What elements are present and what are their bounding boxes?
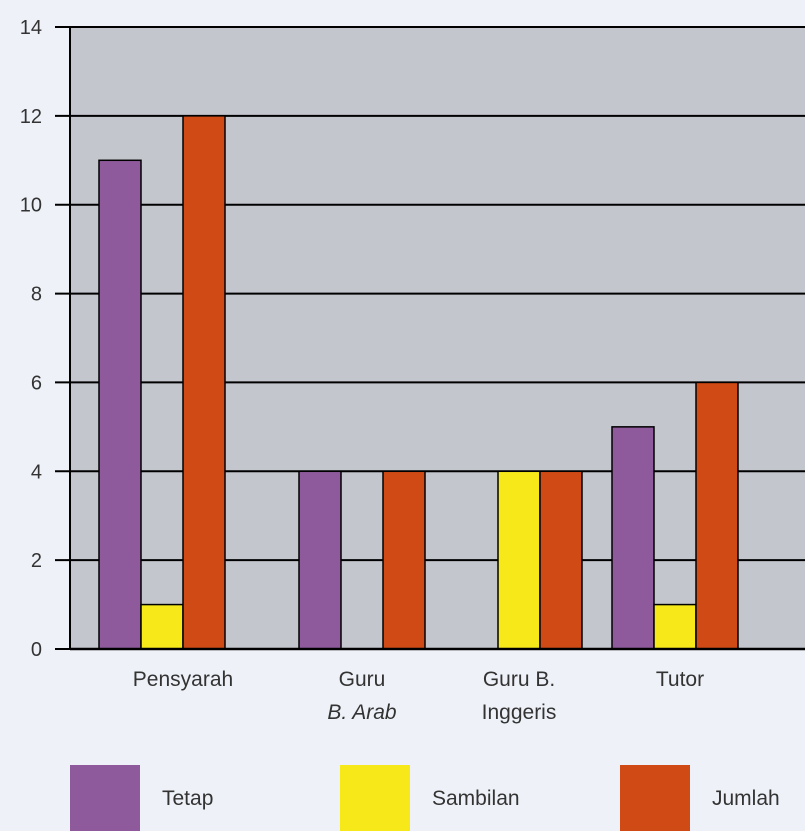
x-axis-labels: Pensyarah Guru B. Arab Guru B. Inggeris Tutor bbox=[133, 668, 704, 724]
legend-swatch-tetap bbox=[70, 765, 140, 831]
bar-sambilan-0 bbox=[140, 603, 184, 650]
legend: Tetap Sambilan Jumlah bbox=[70, 765, 780, 831]
gridlines bbox=[55, 26, 805, 650]
bars bbox=[98, 115, 739, 650]
legend-swatch-sambilan bbox=[340, 765, 410, 831]
y-tick-label: 12 bbox=[20, 106, 42, 128]
x-tick-label: Guru bbox=[339, 668, 386, 691]
bar-jumlah-3 bbox=[695, 381, 739, 650]
y-tick-label: 10 bbox=[20, 195, 42, 217]
legend-label-tetap: Tetap bbox=[162, 787, 213, 810]
x-tick-label: Inggeris bbox=[482, 701, 557, 724]
y-tick-label: 14 bbox=[20, 17, 42, 39]
bar-sambilan-2 bbox=[497, 470, 541, 650]
plot-area bbox=[70, 27, 805, 649]
y-tick-label: 8 bbox=[31, 284, 42, 306]
bar-jumlah-2 bbox=[539, 470, 583, 650]
legend-label-jumlah: Jumlah bbox=[712, 787, 780, 810]
x-tick-label: Tutor bbox=[656, 668, 704, 691]
x-tick-label: Pensyarah bbox=[133, 668, 233, 691]
y-tick-label: 2 bbox=[31, 550, 42, 572]
x-tick-label: B. Arab bbox=[327, 701, 397, 724]
y-axis-ticks: 0 2 4 6 8 10 12 14 bbox=[20, 17, 42, 661]
bar-jumlah-1 bbox=[382, 470, 426, 650]
bar-tetap-3 bbox=[611, 426, 655, 650]
bar-tetap-1 bbox=[298, 470, 342, 650]
y-tick-label: 0 bbox=[31, 639, 42, 661]
x-tick-label: Guru B. bbox=[483, 668, 555, 691]
bar-sambilan-3 bbox=[653, 603, 697, 650]
y-tick-label: 4 bbox=[31, 461, 42, 483]
bar-jumlah-0 bbox=[182, 115, 226, 650]
legend-label-sambilan: Sambilan bbox=[432, 787, 520, 810]
bar-tetap-0 bbox=[98, 159, 142, 650]
y-tick-label: 6 bbox=[31, 372, 42, 394]
legend-swatch-jumlah bbox=[620, 765, 690, 831]
